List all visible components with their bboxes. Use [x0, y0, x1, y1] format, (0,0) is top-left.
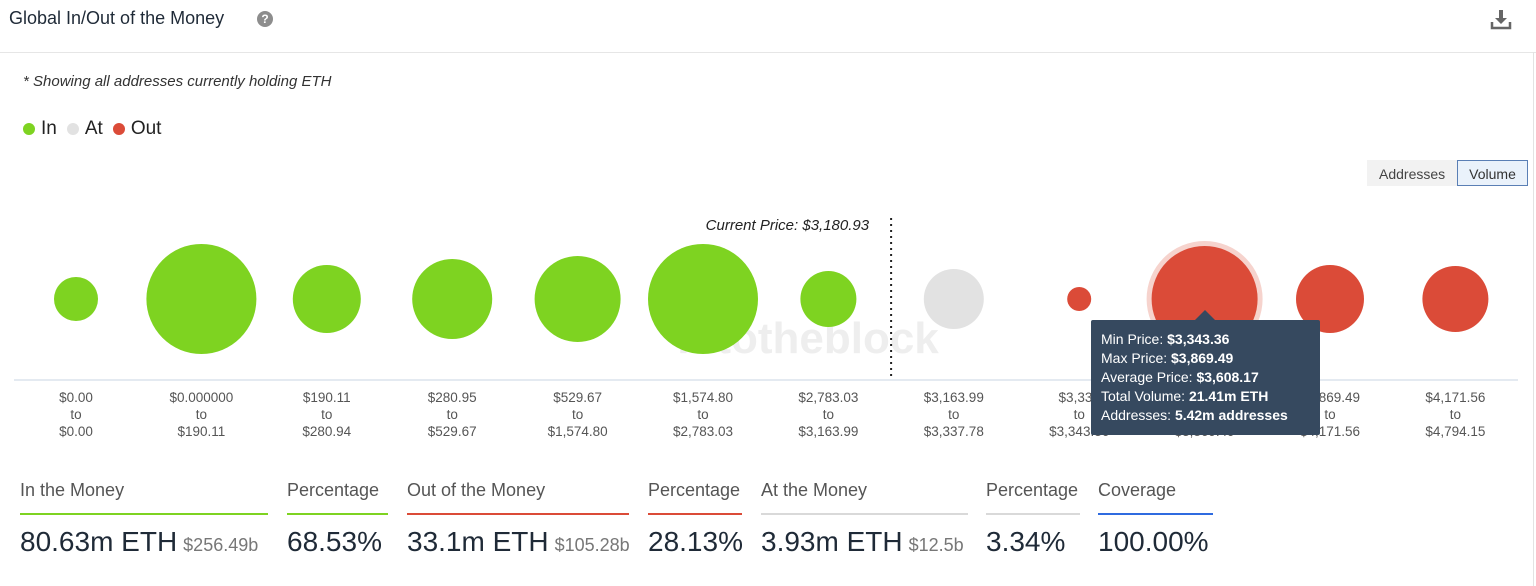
- x-tick-label: $2,783.03 to $3,163.99: [798, 390, 858, 439]
- x-tick-label: $0.00 to $0.00: [59, 390, 93, 439]
- metric-toggle: Addresses Volume: [1367, 160, 1528, 186]
- legend-dot-at: [66, 123, 79, 135]
- tooltip-value: $3,343.36: [1167, 331, 1230, 347]
- stat-at-percentage: Percentage 3.34%: [986, 480, 1080, 558]
- stat-label: Percentage: [648, 480, 741, 500]
- tooltip-value: 21.41m ETH: [1188, 388, 1269, 404]
- bubble-in: [412, 259, 493, 339]
- stat-bar: [20, 513, 268, 515]
- bubble-in: [54, 277, 98, 321]
- stat-coverage: Coverage 100.00%: [1098, 480, 1213, 558]
- bubble-in: [648, 244, 758, 354]
- stat-out-percentage: Percentage 28.13%: [648, 480, 743, 558]
- legend: In At Out: [23, 118, 171, 140]
- bubble-out: [1067, 287, 1092, 311]
- legend-item-in[interactable]: In: [23, 118, 57, 140]
- stat-value: 3.34%: [986, 526, 1066, 557]
- header: Global In/Out of the Money ?: [0, 0, 1536, 53]
- tooltip-label: Average Price:: [1101, 369, 1193, 385]
- legend-item-out[interactable]: Out: [112, 118, 162, 140]
- stat-in-percentage: Percentage 68.53%: [287, 480, 388, 558]
- stat-value: 28.13%: [648, 526, 743, 557]
- divider: [1533, 52, 1534, 586]
- stat-label: Percentage: [287, 480, 380, 500]
- x-tick-label: $190.11 to $280.94: [302, 390, 351, 439]
- stat-value: 33.1m ETH $105.28b: [407, 526, 630, 557]
- bubble-at: [923, 269, 984, 329]
- x-tick-label: $0.000000 to $190.11: [169, 390, 233, 439]
- x-tick-label: $3,163.99 to $3,337.78: [924, 390, 984, 439]
- legend-item-at[interactable]: At: [66, 118, 103, 140]
- bubble-out: [1422, 266, 1489, 332]
- tooltip-label: Addresses:: [1101, 407, 1172, 423]
- x-tick-label: $1,574.80 to $2,783.03: [673, 390, 733, 439]
- tooltip-label: Max Price:: [1101, 350, 1168, 366]
- x-tick-label: $3,337 to $3,343.36: [1049, 390, 1109, 439]
- help-icon[interactable]: ?: [257, 11, 273, 27]
- tooltip-value: $3,608.17: [1196, 369, 1259, 385]
- legend-dot-out: [112, 123, 125, 135]
- stat-value: 3.93m ETH $12.5b: [761, 526, 964, 557]
- stat-label: Percentage: [986, 480, 1079, 500]
- legend-label: Out: [130, 118, 162, 139]
- download-icon[interactable]: [1490, 8, 1512, 30]
- legend-dot-in: [23, 123, 35, 135]
- bubble-in: [292, 265, 361, 333]
- stat-bar: [407, 513, 629, 515]
- stat-value: 80.63m ETH $256.49b: [20, 526, 259, 557]
- stat-label: In the Money: [20, 480, 125, 500]
- stat-bar: [648, 513, 742, 515]
- addresses-toggle-button[interactable]: Addresses: [1367, 160, 1458, 186]
- x-tick-label: $280.95 to $529.67: [428, 390, 477, 439]
- bubble-out: [1296, 265, 1364, 333]
- tooltip-value: 5.42m addresses: [1174, 407, 1288, 423]
- stat-in-the-money: In the Money 80.63m ETH $256.49b: [20, 480, 268, 558]
- volume-toggle-button[interactable]: Volume: [1457, 160, 1528, 186]
- tooltip-label: Total Volume:: [1101, 388, 1186, 404]
- bubble-in: [146, 244, 257, 354]
- bubble-in: [534, 256, 621, 342]
- stat-label: Out of the Money: [407, 480, 546, 500]
- x-tick-label: $529.67 to $1,574.80: [548, 390, 608, 439]
- stat-bar: [1098, 513, 1213, 515]
- legend-label: In: [41, 118, 57, 139]
- page-title: Global In/Out of the Money: [9, 8, 225, 28]
- stat-bar: [986, 513, 1080, 515]
- stat-bar: [287, 513, 388, 515]
- current-price-label: Current Price: $3,180.93: [706, 217, 870, 234]
- stat-value: 68.53%: [287, 526, 382, 557]
- subtitle-note: * Showing all addresses currently holdin…: [23, 73, 332, 90]
- stat-value: 100.00%: [1098, 526, 1209, 557]
- bubble-in: [800, 271, 857, 327]
- stat-bar: [761, 513, 968, 515]
- tooltip-value: $3,869.49: [1171, 350, 1234, 366]
- tooltip-label: Min Price:: [1101, 331, 1164, 347]
- stat-out-of-the-money: Out of the Money 33.1m ETH $105.28b: [407, 480, 630, 558]
- chart-tooltip: Min Price: $3,343.36 Max Price: $3,869.4…: [1091, 310, 1320, 435]
- stat-at-the-money: At the Money 3.93m ETH $12.5b: [761, 480, 968, 558]
- x-tick-label: $4,171.56 to $4,794.15: [1425, 390, 1485, 439]
- stat-label: At the Money: [761, 480, 868, 500]
- legend-label: At: [84, 118, 103, 139]
- stat-label: Coverage: [1098, 480, 1177, 500]
